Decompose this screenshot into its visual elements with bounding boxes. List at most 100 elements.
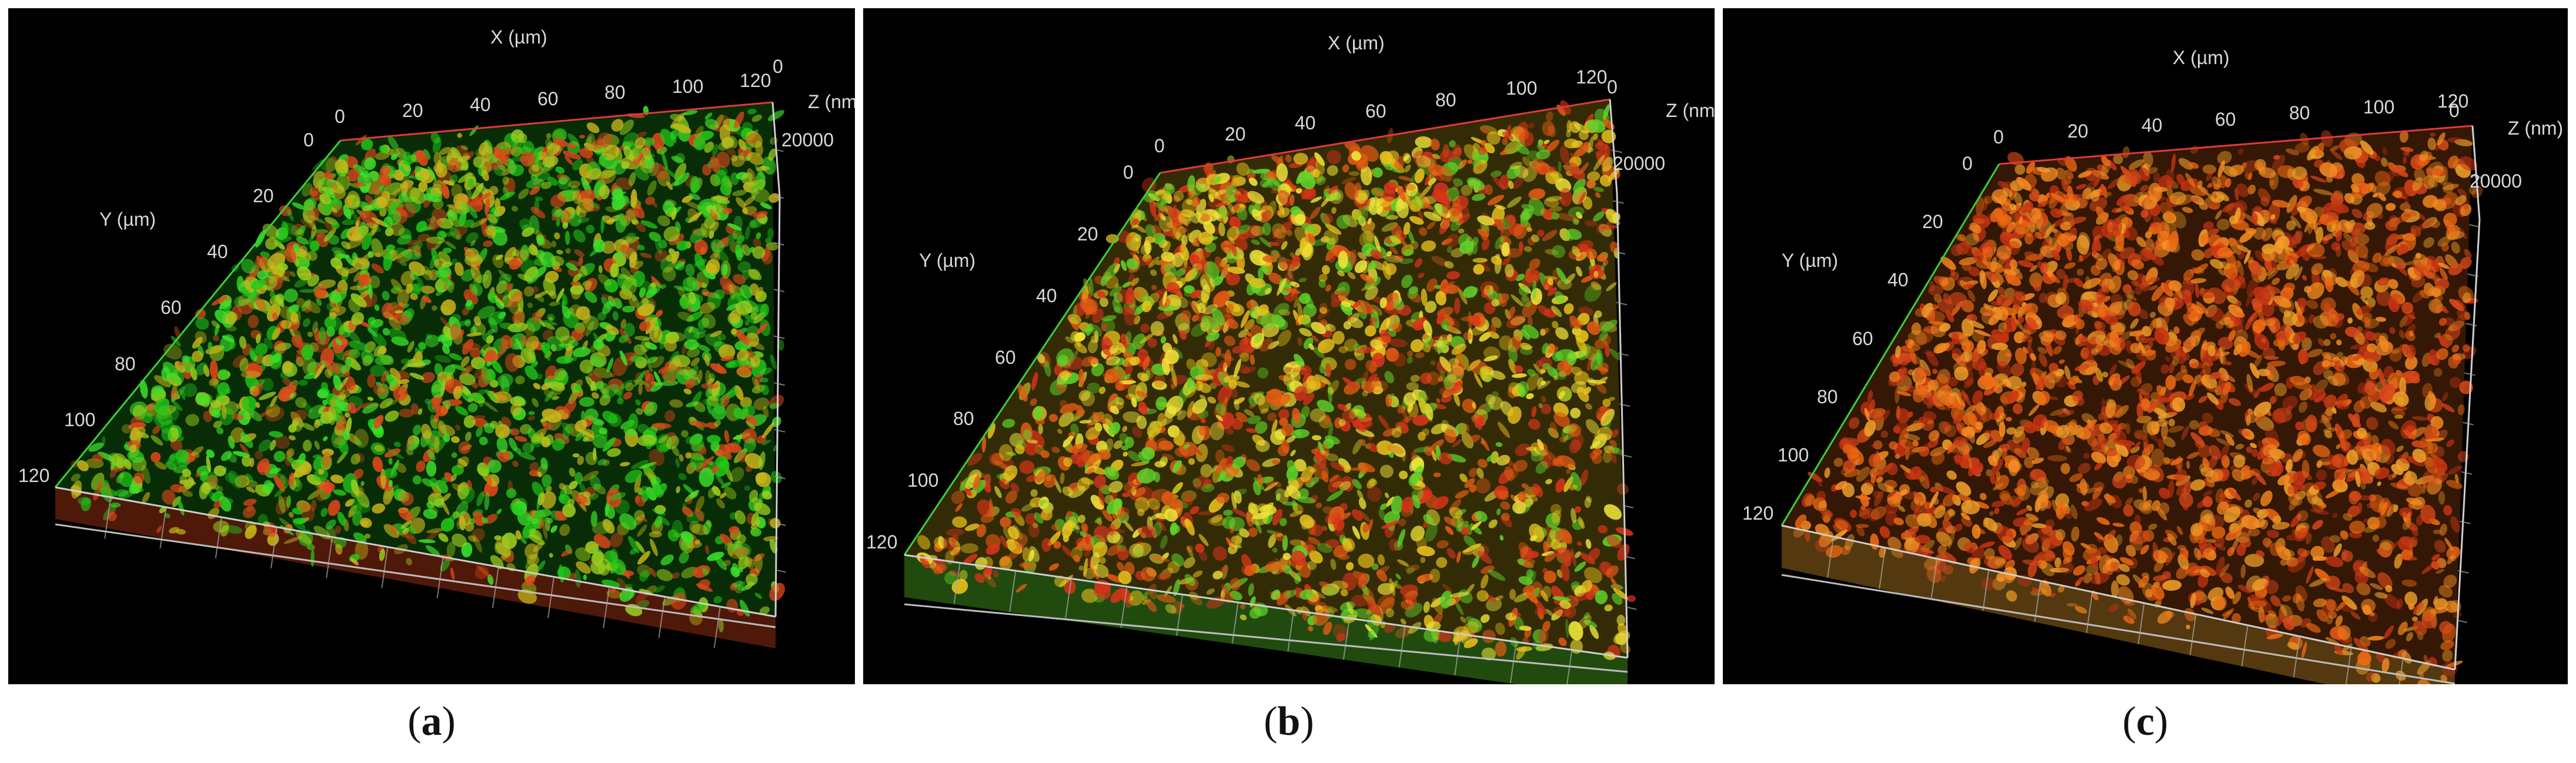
panel-a-voxel	[753, 237, 761, 249]
panel-a-voxel	[382, 302, 394, 319]
panel-a-voxel	[195, 393, 211, 405]
panel-a-voxel	[542, 523, 548, 540]
panel-a-voxel	[638, 514, 647, 522]
panel-a-voxel	[250, 279, 266, 290]
panel-b-voxel	[1461, 526, 1467, 536]
panel-a-voxel	[329, 306, 346, 317]
panel-a-voxel	[584, 142, 596, 152]
panel-b-voxel	[1543, 541, 1549, 553]
panel-b-voxel	[1506, 165, 1521, 179]
panel-a-voxel	[561, 548, 572, 557]
panel-a-voxel	[666, 254, 677, 262]
panel-b-voxel	[1344, 140, 1361, 152]
panel-a-voxel	[645, 317, 658, 334]
panel-a-voxel	[685, 263, 695, 277]
panel-b-voxel	[1328, 185, 1339, 195]
panel-a-voxel	[704, 141, 714, 153]
panel-b-voxel	[1423, 336, 1434, 348]
panel-a-voxel	[451, 473, 457, 481]
panel-b-voxel	[1190, 290, 1201, 299]
panel-a-voxel	[562, 293, 568, 306]
panel-a-voxel	[736, 364, 753, 376]
panel-a-voxel	[463, 289, 479, 305]
panel-b-voxel	[1338, 554, 1349, 560]
panel-a-voxel	[335, 394, 345, 414]
panel-a-voxel	[273, 236, 292, 243]
panel-a-voxel	[515, 530, 522, 540]
panel-b-voxel	[1262, 179, 1272, 188]
panel-a-voxel	[594, 381, 604, 390]
panel-b-voxel	[1283, 590, 1297, 599]
panel-a-voxel	[480, 343, 490, 353]
panel-a-voxel	[331, 222, 340, 229]
panel-a-voxel	[741, 172, 753, 184]
panel-b-voxel	[1307, 560, 1317, 570]
panel-a-voxel	[532, 286, 539, 293]
panel-a-voxel	[524, 366, 538, 380]
panel-a-voxel	[195, 362, 208, 376]
panel-b-voxel	[1390, 402, 1401, 407]
panel-b-voxel	[1327, 165, 1338, 176]
panel-a-voxel	[606, 219, 616, 223]
panel-b-voxel	[1429, 568, 1441, 583]
panel-b-voxel	[1386, 215, 1399, 220]
panel-b-voxel	[1145, 224, 1156, 237]
panel-a-voxel	[562, 503, 576, 518]
panel-a-y-tick-label: 80	[115, 353, 136, 374]
panel-a-voxel	[582, 470, 599, 481]
panel-a-voxel	[744, 314, 757, 324]
panel-a-voxel	[464, 251, 477, 257]
panel-b-voxel	[1522, 209, 1533, 220]
panel-a-voxel	[613, 297, 623, 309]
panel-b-voxel	[1022, 564, 1033, 570]
panel-a-voxel	[735, 126, 750, 137]
panel-b-voxel	[1372, 167, 1383, 178]
panel-b-voxel	[1153, 202, 1168, 212]
panel-a-voxel	[753, 397, 770, 410]
panel-a-voxel	[417, 277, 424, 288]
panel-a-voxel	[635, 541, 645, 554]
panel-a-voxel	[685, 497, 693, 504]
panel-a-voxel	[740, 285, 753, 299]
panel-a-voxel	[607, 296, 616, 307]
panel-b-voxel	[1477, 261, 1491, 272]
panel-a-voxel	[175, 449, 189, 463]
panel-a-voxel	[172, 386, 185, 401]
panel-b-voxel	[1225, 456, 1234, 468]
panel-a-voxel	[512, 460, 519, 467]
panel-a-voxel	[640, 337, 651, 353]
panel-b-voxel	[1083, 558, 1088, 577]
panel-b-voxel	[1541, 403, 1552, 414]
panel-a-voxel	[760, 303, 769, 317]
panel-b-voxel	[1348, 171, 1360, 176]
panel-a-voxel	[560, 190, 575, 198]
panel-b-voxel	[1121, 306, 1133, 315]
panel-b-voxel	[1211, 514, 1223, 523]
panel-b-voxel	[1208, 338, 1215, 350]
panel-b-voxel	[1572, 219, 1579, 225]
panel-a-voxel	[208, 491, 217, 501]
panel-a-voxel	[375, 151, 390, 160]
panel-b-voxel	[1577, 313, 1590, 326]
panel-b-voxel	[1589, 624, 1599, 640]
panel-a-voxel	[593, 339, 604, 350]
panel-b-voxel	[1238, 329, 1249, 338]
panel-a-voxel	[593, 239, 606, 253]
panel-a-voxel	[78, 497, 92, 506]
panel-a-voxel	[398, 227, 412, 239]
panel-b-voxel	[1308, 343, 1314, 350]
panel-b-voxel	[1187, 233, 1192, 239]
panel-a-voxel	[362, 205, 373, 211]
panel-a-voxel	[171, 399, 183, 411]
panel-a-voxel	[590, 511, 598, 527]
panel-a-voxel	[568, 142, 578, 149]
panel-a-voxel	[701, 208, 709, 219]
panel-a-voxel	[489, 317, 498, 333]
panel-a-voxel	[286, 495, 291, 508]
panel-a-voxel	[711, 210, 721, 221]
panel-a-voxel	[298, 379, 308, 386]
panel-a-voxel	[615, 177, 633, 190]
panel-a-voxel	[385, 410, 399, 422]
panel-b-voxel	[1376, 569, 1388, 582]
panel-b-voxel	[1200, 418, 1206, 424]
